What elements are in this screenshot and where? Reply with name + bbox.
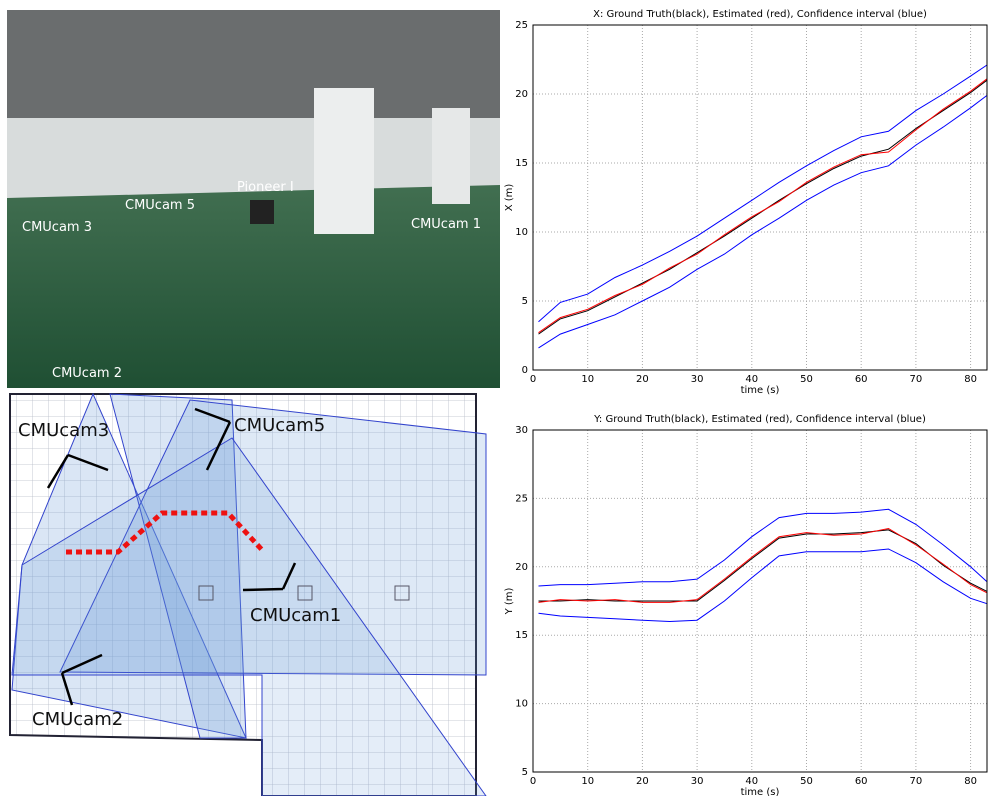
y-tick-label: 20: [515, 89, 528, 100]
y-tick-label: 25: [515, 20, 528, 31]
plan-label: CMUcam5: [234, 415, 325, 436]
y-tick-label: 5: [522, 767, 528, 778]
x-tick-label: 30: [691, 374, 704, 385]
x-tick-label: 20: [636, 776, 649, 787]
x-tick-label: 0: [530, 776, 536, 787]
x-tick-label: 20: [636, 374, 649, 385]
pillar: [432, 108, 470, 204]
x-tick-label: 60: [855, 776, 868, 787]
x-tick-label: 70: [910, 776, 923, 787]
figure: CMUcam 3 CMUcam 5 Pioneer I CMUcam 1 CMU…: [0, 0, 990, 796]
y-tick-label: 10: [515, 227, 528, 238]
x-tick-label: 80: [964, 776, 977, 787]
photo-label: CMUcam 2: [52, 366, 122, 381]
y-tick-label: 15: [515, 158, 528, 169]
x-tick-label: 30: [691, 776, 704, 787]
chart-title: Y: Ground Truth(black), Estimated (red),…: [593, 414, 926, 425]
y-tick-label: 0: [522, 365, 528, 376]
ceiling: [7, 10, 500, 118]
pillar: [314, 88, 374, 234]
photo-label: CMUcam 1: [411, 217, 481, 232]
y-tick-label: 30: [515, 425, 528, 436]
x-tick-label: 40: [745, 374, 758, 385]
x-tick-label: 10: [581, 374, 594, 385]
x-tick-label: 10: [581, 776, 594, 787]
photo: CMUcam 3 CMUcam 5 Pioneer I CMUcam 1 CMU…: [7, 10, 500, 388]
chart-title: X: Ground Truth(black), Estimated (red),…: [593, 9, 927, 20]
plan-label: CMUcam1: [250, 605, 341, 626]
plan-label: CMUcam3: [18, 420, 109, 441]
x-tick-label: 50: [800, 374, 813, 385]
photo-label: Pioneer I: [237, 180, 294, 195]
x-tick-label: 60: [855, 374, 868, 385]
x-axis-label: time (s): [741, 385, 780, 396]
y-tick-label: 25: [515, 493, 528, 504]
floor-plan: CMUcam3 CMUcam5 CMUcam1 CMUcam2: [10, 394, 486, 796]
plot-area: [533, 25, 987, 370]
x-axis-label: time (s): [741, 787, 780, 796]
x-tick-label: 50: [800, 776, 813, 787]
x-tick-label: 80: [964, 374, 977, 385]
robot: [250, 200, 274, 224]
photo-label: CMUcam 3: [22, 220, 92, 235]
plot-area: [533, 430, 987, 772]
page: CMUcam 3 CMUcam 5 Pioneer I CMUcam 1 CMU…: [0, 0, 990, 796]
y-axis-label: Y (m): [504, 587, 515, 615]
y-tick-label: 10: [515, 699, 528, 710]
y-tick-label: 20: [515, 562, 528, 573]
x-tick-label: 0: [530, 374, 536, 385]
x-tick-label: 40: [745, 776, 758, 787]
x-tick-label: 70: [910, 374, 923, 385]
y-tick-label: 15: [515, 630, 528, 641]
y-tick-label: 5: [522, 296, 528, 307]
y-axis-label: X (m): [504, 184, 515, 212]
plan-label: CMUcam2: [32, 709, 123, 730]
photo-label: CMUcam 5: [125, 198, 195, 213]
